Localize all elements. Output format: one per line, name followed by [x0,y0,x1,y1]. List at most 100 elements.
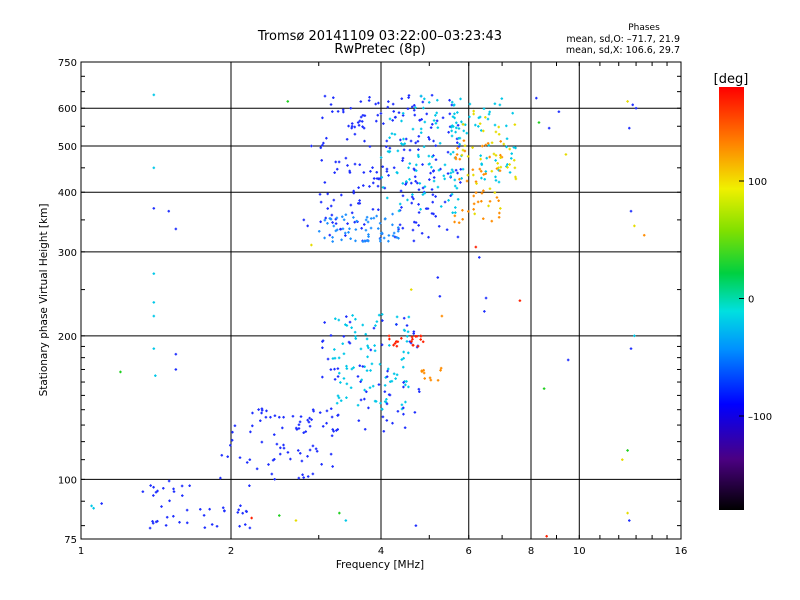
data-point [385,167,389,171]
data-point [448,98,451,102]
data-point [492,152,496,156]
data-point [392,166,396,170]
data-point [478,167,482,171]
data-point [438,141,442,145]
data-point [414,524,418,527]
data-point [297,423,301,427]
data-point [381,165,385,168]
data-point [478,115,482,119]
data-point [508,163,511,166]
data-point [435,119,439,123]
data-point [401,194,405,198]
data-point [395,344,399,348]
data-point [513,123,517,126]
data-point [437,168,441,172]
data-point [323,181,327,184]
data-point [413,411,417,414]
data-point [323,218,327,222]
y-tick-label: 500 [58,142,77,153]
data-point [460,177,463,180]
data-point [174,227,178,231]
data-point [395,373,399,377]
data-point [468,115,471,119]
data-point [341,227,345,231]
data-point [402,350,405,354]
data-point [366,355,369,359]
data-point [411,337,414,341]
data-point [304,430,308,433]
data-point [497,125,501,129]
data-point [420,118,423,121]
data-point [497,216,501,219]
data-point [385,402,389,406]
data-point [390,379,394,383]
data-point [455,186,459,190]
data-point [432,176,436,179]
data-point [270,472,274,476]
data-point [329,217,333,221]
data-point [181,494,184,497]
data-point [388,117,392,121]
data-point [449,152,453,156]
data-point [545,534,548,538]
data-point [343,231,347,235]
data-point [154,374,157,377]
data-point [325,409,329,413]
data-point [378,221,382,225]
data-point [342,335,346,338]
data-point [359,398,363,402]
data-point [510,152,514,155]
data-point [432,119,436,122]
stats-heading: Phases [628,23,660,33]
data-point [332,198,336,202]
data-point [452,104,456,107]
data-point [411,127,415,131]
data-point [443,163,447,167]
data-point [426,207,430,210]
data-point [92,506,95,510]
data-point [450,134,454,138]
data-point [154,490,158,494]
data-point [461,123,465,126]
data-point [490,219,494,223]
data-point [481,144,484,148]
data-point [380,232,384,235]
data-point [518,299,522,302]
data-point [342,218,346,222]
data-point [320,159,324,162]
data-point [364,218,368,222]
data-point [377,313,381,317]
data-point [387,334,391,338]
data-point [499,207,502,210]
data-point [454,211,457,214]
data-point [385,397,388,401]
data-point [152,314,156,318]
data-point [453,220,456,224]
data-point [382,429,386,433]
data-point [347,124,350,128]
data-point [321,144,324,147]
data-point [378,239,382,243]
data-point [352,216,355,219]
data-point [486,142,490,145]
data-point [407,166,410,170]
data-point [365,390,368,394]
data-point [151,520,154,523]
data-point [400,97,404,100]
data-point [330,434,334,438]
data-point [185,508,189,512]
data-point [329,103,333,106]
data-point [321,375,324,379]
data-point [198,508,202,511]
data-point [226,455,229,458]
data-point [329,407,333,411]
data-point [329,452,333,456]
data-point [358,364,362,368]
data-point [346,164,349,167]
data-point [419,127,423,131]
data-point [488,200,492,203]
data-point [429,171,432,175]
data-point [456,147,459,150]
data-point [265,409,268,413]
data-point [362,184,365,187]
